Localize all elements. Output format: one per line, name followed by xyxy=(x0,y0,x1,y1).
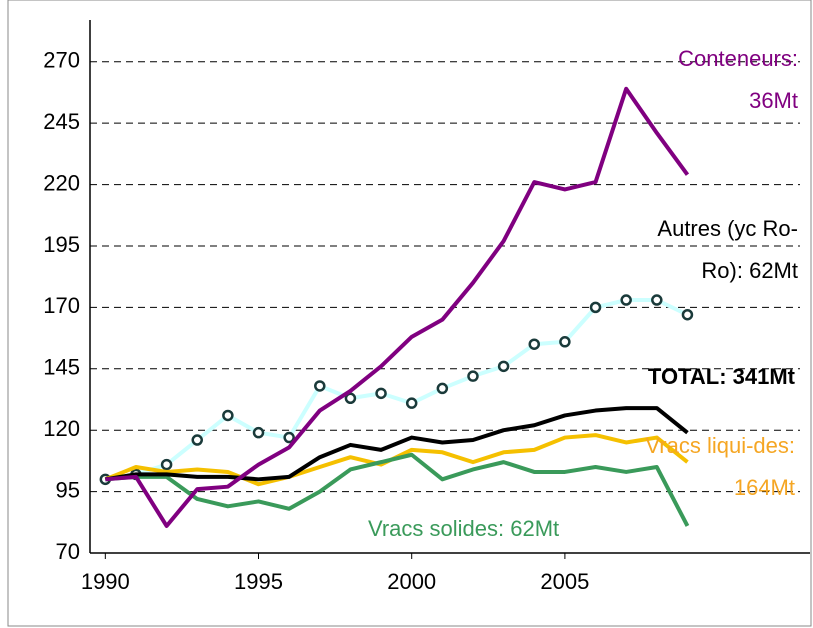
point xyxy=(314,380,326,392)
x-tick-label: 1995 xyxy=(234,569,283,594)
point xyxy=(283,431,295,444)
point xyxy=(191,434,203,446)
point xyxy=(252,426,265,439)
point xyxy=(620,294,632,306)
x-tick-label: 2005 xyxy=(540,569,589,594)
point xyxy=(559,336,571,348)
point xyxy=(222,409,234,422)
point xyxy=(497,360,510,373)
series-label: Autres (yc Ro- xyxy=(657,216,798,241)
y-tick-label: 270 xyxy=(43,48,80,73)
point xyxy=(467,370,479,382)
y-tick-label: 70 xyxy=(56,539,80,564)
series-label: Vracs solides: 62Mt xyxy=(368,516,559,541)
point xyxy=(375,387,387,400)
y-tick-label: 195 xyxy=(43,232,80,257)
series-label: Vracs liqui-des: xyxy=(645,433,795,458)
series-label: Ro): 62Mt xyxy=(701,258,798,283)
frame xyxy=(7,0,812,627)
y-tick-label: 170 xyxy=(43,293,80,318)
series-line xyxy=(105,452,690,527)
point xyxy=(651,294,663,306)
point xyxy=(436,382,449,395)
series-line xyxy=(105,406,689,482)
x-tick-label: 2000 xyxy=(387,569,436,594)
y-tick-label: 120 xyxy=(43,416,80,441)
x-tick-label: 1990 xyxy=(81,569,130,594)
point xyxy=(589,301,602,314)
series-label: Conteneurs: xyxy=(678,46,798,71)
series-label: TOTAL: 341Mt xyxy=(648,364,796,389)
point xyxy=(344,392,357,405)
series-line xyxy=(105,86,690,528)
point xyxy=(528,338,541,350)
y-tick-label: 245 xyxy=(43,109,80,134)
y-tick-label: 220 xyxy=(43,170,80,195)
y-tick-label: 95 xyxy=(56,477,80,502)
series-line xyxy=(105,298,689,482)
point xyxy=(160,458,173,471)
series-label: 36Mt xyxy=(749,88,798,113)
series-label: 164Mt xyxy=(734,475,795,500)
y-tick-label: 145 xyxy=(43,355,80,380)
point xyxy=(681,308,694,321)
point xyxy=(405,397,418,409)
